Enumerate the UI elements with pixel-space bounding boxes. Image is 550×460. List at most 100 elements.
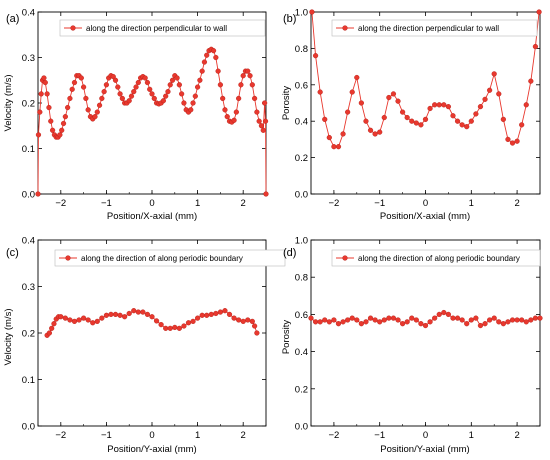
data-point (94, 318, 100, 324)
data-point (505, 319, 511, 325)
x-tick-label: 1 (195, 430, 200, 441)
data-point (331, 317, 337, 323)
x-axis-label: Position/X-axial (mm) (380, 211, 470, 222)
panel-c: (c) Position/Y-axial (mm) Velocity (m/s)… (3, 236, 286, 455)
data-point (532, 43, 539, 50)
data-point (37, 109, 43, 115)
y-tick-label: 0.4 (295, 347, 308, 358)
data-point (92, 114, 98, 120)
data-point (222, 308, 228, 314)
data-point (422, 322, 429, 329)
data-point (49, 127, 56, 133)
data-point (144, 79, 151, 86)
data-point (400, 321, 406, 327)
data-point (395, 98, 401, 104)
data-point (67, 317, 73, 323)
data-point (217, 82, 224, 88)
data-point (149, 91, 155, 97)
y-tick-label: 0.6 (295, 80, 308, 91)
data-point (35, 191, 41, 197)
data-point (71, 79, 78, 86)
data-point (204, 312, 210, 318)
data-point (473, 111, 479, 117)
data-point (112, 77, 119, 83)
data-point (122, 314, 128, 320)
data-point (491, 71, 497, 77)
data-point (245, 317, 251, 323)
y-axis-label: Porosity (281, 86, 292, 121)
data-point (117, 91, 123, 97)
data-point (48, 118, 54, 124)
data-point (413, 317, 419, 323)
x-tick-label: −1 (101, 198, 112, 209)
data-point (317, 319, 323, 325)
y-axis-label: Porosity (281, 320, 292, 355)
data-point (231, 117, 237, 123)
data-point (169, 77, 176, 83)
data-point (217, 309, 224, 315)
x-tick-label: −2 (328, 198, 339, 209)
data-point (83, 95, 89, 102)
y-tick-label: 0.0 (22, 422, 35, 433)
data-point (58, 314, 64, 320)
data-point (179, 91, 185, 97)
data-point (427, 319, 433, 325)
data-point (252, 323, 258, 329)
data-point (213, 54, 219, 61)
data-point (404, 114, 410, 121)
data-point (358, 321, 364, 327)
x-tick-label: −1 (374, 430, 385, 441)
data-point (46, 330, 53, 336)
data-point (372, 317, 378, 323)
panel-label: (d) (283, 247, 296, 259)
data-point (181, 323, 187, 329)
data-point (340, 319, 346, 325)
data-point (496, 319, 502, 325)
x-axis-label: Position/X-axial (mm) (107, 211, 197, 222)
y-tick-label: 0.3 (22, 53, 35, 64)
data-point (468, 317, 474, 323)
data-point (459, 122, 465, 128)
data-point (192, 93, 198, 99)
data-point (249, 318, 255, 324)
data-point (432, 315, 438, 321)
data-point (409, 315, 415, 321)
y-tick-label: 0.4 (22, 236, 35, 247)
data-point (71, 318, 78, 324)
x-tick-label: 1 (469, 430, 474, 441)
data-point (260, 127, 266, 133)
data-point (436, 311, 442, 318)
data-point (131, 308, 137, 314)
data-point (119, 95, 125, 102)
data-point (413, 120, 419, 126)
data-point (262, 100, 268, 106)
x-tick-label: 2 (241, 430, 246, 441)
data-point (326, 319, 332, 325)
data-point (247, 73, 253, 79)
data-point (432, 102, 438, 108)
y-tick-label: 0.2 (295, 153, 308, 164)
x-tick-label: 1 (195, 198, 200, 209)
x-tick-label: −2 (55, 198, 66, 209)
data-point (418, 122, 424, 128)
data-point (57, 132, 63, 138)
data-point (477, 322, 484, 329)
data-point (133, 84, 139, 90)
data-point (163, 93, 169, 99)
data-point (153, 318, 160, 324)
data-point (204, 52, 210, 58)
data-point (188, 107, 194, 113)
data-point (117, 312, 123, 318)
data-point (345, 317, 351, 323)
data-point (195, 84, 201, 90)
data-point (163, 325, 169, 331)
data-point (131, 89, 137, 95)
data-point (128, 93, 135, 99)
data-point (142, 75, 148, 81)
data-point (147, 86, 153, 92)
data-point (213, 310, 219, 317)
data-point (500, 321, 506, 327)
data-point (372, 131, 378, 137)
data-point (38, 91, 44, 97)
data-point (135, 79, 141, 86)
